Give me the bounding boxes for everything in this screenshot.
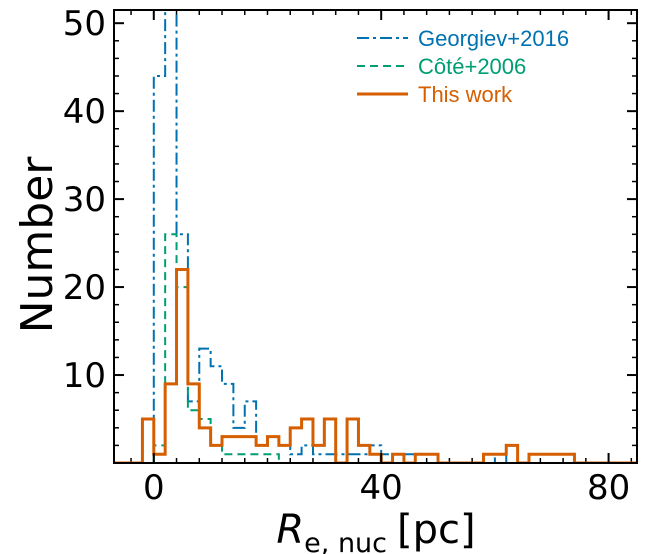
y-tick-label: 10 xyxy=(63,356,106,396)
legend-label: Côté+2006 xyxy=(418,54,526,79)
x-tick-label: 80 xyxy=(587,468,630,508)
x-tick-label: 0 xyxy=(143,468,165,508)
x-tick-label: 40 xyxy=(360,468,403,508)
y-tick-label: 40 xyxy=(63,92,106,132)
x-axis-label-unit: [pc] xyxy=(397,507,476,553)
y-tick-label: 20 xyxy=(63,268,106,308)
series-layer xyxy=(114,10,637,463)
legend: Georgiev+2016 Côté+2006 This work xyxy=(357,26,569,107)
plot-frame xyxy=(113,9,638,464)
legend-label: This work xyxy=(418,82,513,107)
y-tick-label: 30 xyxy=(63,180,106,220)
y-tick-label: 50 xyxy=(63,4,106,44)
series-c-t-2006-histogram xyxy=(114,233,637,463)
x-axis-label-subscript: e, nuc xyxy=(304,528,387,554)
x-minor-ticks xyxy=(130,10,633,463)
y-axis-label: Number xyxy=(12,156,63,334)
y-major-ticks: 10 20 30 40 50 xyxy=(63,4,637,396)
x-axis-label-main: R xyxy=(276,507,304,553)
series-this-work-histogram xyxy=(114,267,637,463)
series-georgiev-2016-histogram xyxy=(114,10,637,463)
x-axis-label: Re, nuc [pc] xyxy=(276,507,475,554)
x-major-ticks: 0 40 80 xyxy=(143,10,630,508)
legend-label: Georgiev+2016 xyxy=(418,26,569,51)
